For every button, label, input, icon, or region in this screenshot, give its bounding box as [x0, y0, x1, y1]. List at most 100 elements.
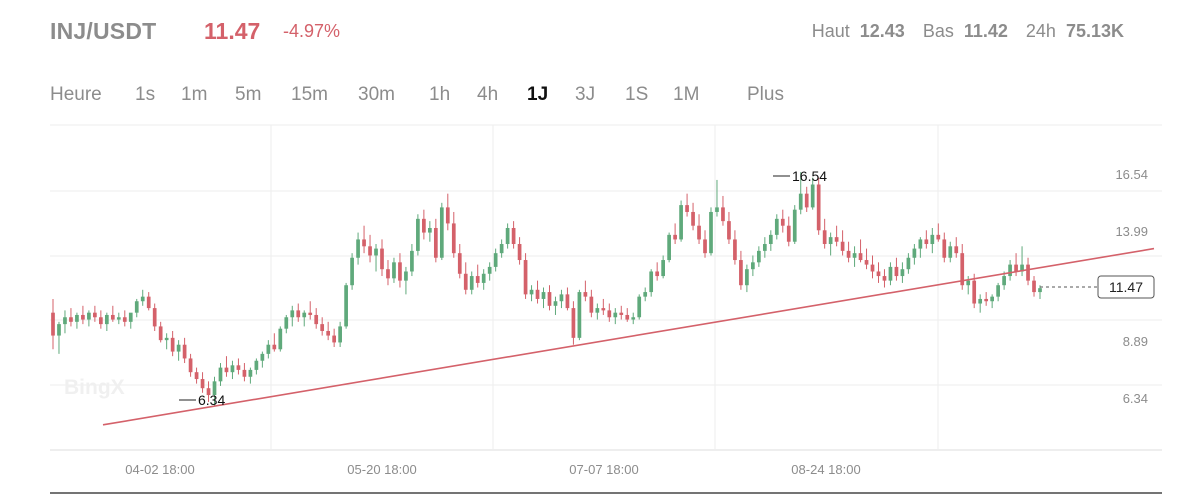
candle-down[interactable] [673, 234, 677, 240]
candle-down[interactable] [523, 260, 528, 295]
candle-up[interactable] [595, 308, 600, 313]
candle-down[interactable] [547, 292, 552, 306]
candle-down[interactable] [858, 253, 863, 261]
candle-up[interactable] [212, 381, 217, 396]
candle-down[interactable] [463, 273, 468, 290]
candle-down[interactable] [451, 223, 456, 254]
candle-down[interactable] [386, 269, 390, 279]
candle-up[interactable] [661, 260, 665, 277]
tab-1j[interactable]: 1J [527, 84, 549, 105]
candle-down[interactable] [188, 358, 193, 373]
candle-down[interactable] [517, 244, 522, 261]
candle-up[interactable] [404, 271, 408, 281]
candle-up[interactable] [284, 317, 289, 329]
candle-up[interactable] [918, 239, 923, 249]
candle-down[interactable] [93, 312, 97, 318]
tab-1m[interactable]: 1m [181, 84, 208, 105]
candle-up[interactable] [416, 218, 420, 251]
candle-up[interactable] [667, 234, 671, 261]
candle-up[interactable] [745, 269, 749, 286]
trendline[interactable] [102, 247, 1155, 426]
candle-down[interactable] [368, 246, 372, 256]
candle-down[interactable] [535, 289, 540, 299]
candle-up[interactable] [577, 292, 582, 338]
candle-up[interactable] [176, 344, 181, 352]
candle-up[interactable] [559, 294, 564, 302]
candle-down[interactable] [326, 330, 331, 336]
candle-down[interactable] [158, 326, 163, 341]
candle-up[interactable] [774, 218, 779, 235]
candle-down[interactable] [625, 314, 630, 320]
candle-up[interactable] [499, 244, 504, 254]
candle-up[interactable] [930, 234, 935, 245]
candle-up[interactable] [218, 367, 223, 382]
candle-down[interactable] [571, 308, 576, 338]
candle-up[interactable] [57, 324, 61, 336]
candle-down[interactable] [691, 211, 695, 226]
candle-up[interactable] [643, 292, 648, 297]
candle-up[interactable] [356, 239, 360, 258]
candle-up[interactable] [966, 280, 971, 286]
candle-up[interactable] [290, 310, 295, 318]
candle-down[interactable] [99, 317, 103, 325]
candle-down[interactable] [780, 218, 785, 226]
candle-down[interactable] [296, 310, 301, 318]
candle-down[interactable] [170, 337, 175, 352]
candle-down[interactable] [511, 227, 516, 245]
candle-down[interactable] [876, 271, 881, 277]
candle-up[interactable] [128, 312, 133, 322]
candle-up[interactable] [63, 317, 67, 325]
candle-up[interactable] [996, 285, 1000, 297]
candle-down[interactable] [206, 388, 211, 396]
candle-up[interactable] [888, 266, 893, 281]
candle-down[interactable] [697, 225, 701, 240]
candle-down[interactable] [110, 314, 115, 320]
candle-up[interactable] [140, 296, 145, 302]
candle-up[interactable] [637, 296, 642, 318]
tab-30m[interactable]: 30m [358, 84, 395, 105]
tab-4h[interactable]: 4h [477, 84, 499, 105]
candle-up[interactable] [1002, 276, 1006, 286]
candle-up[interactable] [912, 248, 917, 258]
candle-down[interactable] [655, 271, 660, 277]
candle-up[interactable] [428, 227, 432, 233]
candle-down[interactable] [1026, 264, 1030, 281]
candle-up[interactable] [990, 296, 994, 302]
candle-up[interactable] [792, 209, 797, 242]
candle-down[interactable] [882, 276, 887, 281]
candle-down[interactable] [721, 207, 725, 222]
tab-5m[interactable]: 5m [235, 84, 262, 105]
candle-up[interactable] [260, 353, 265, 361]
candle-up[interactable] [900, 269, 905, 277]
candle-up[interactable] [768, 234, 773, 245]
candle-up[interactable] [715, 207, 719, 212]
candle-down[interactable] [924, 239, 929, 245]
candle-down[interactable] [834, 237, 839, 242]
candle-down[interactable] [200, 379, 205, 389]
tab-heure[interactable]: Heure [50, 84, 102, 105]
candle-down[interactable] [1032, 280, 1036, 293]
candle-down[interactable] [804, 193, 809, 208]
candle-up[interactable] [164, 337, 169, 341]
candle-up[interactable] [751, 262, 755, 270]
candle-up[interactable] [392, 262, 396, 279]
candle-down[interactable] [332, 335, 336, 343]
candle-down[interactable] [972, 280, 977, 304]
candle-up[interactable] [948, 246, 953, 258]
candle-down[interactable] [122, 317, 127, 322]
candle-up[interactable] [978, 298, 983, 304]
candle-up[interactable] [1020, 264, 1024, 272]
candle-up[interactable] [631, 317, 636, 320]
candle-up[interactable] [439, 207, 444, 258]
candle-down[interactable] [362, 239, 366, 247]
candle-down[interactable] [942, 239, 947, 258]
candle-up[interactable] [278, 328, 283, 350]
candle-up[interactable] [679, 205, 683, 240]
candle-down[interactable] [727, 221, 731, 240]
candle-down[interactable] [840, 241, 845, 251]
tab-3j[interactable]: 3J [575, 84, 596, 105]
candle-up[interactable] [338, 326, 342, 343]
candle-down[interactable] [703, 239, 707, 254]
candle-down[interactable] [242, 369, 247, 377]
